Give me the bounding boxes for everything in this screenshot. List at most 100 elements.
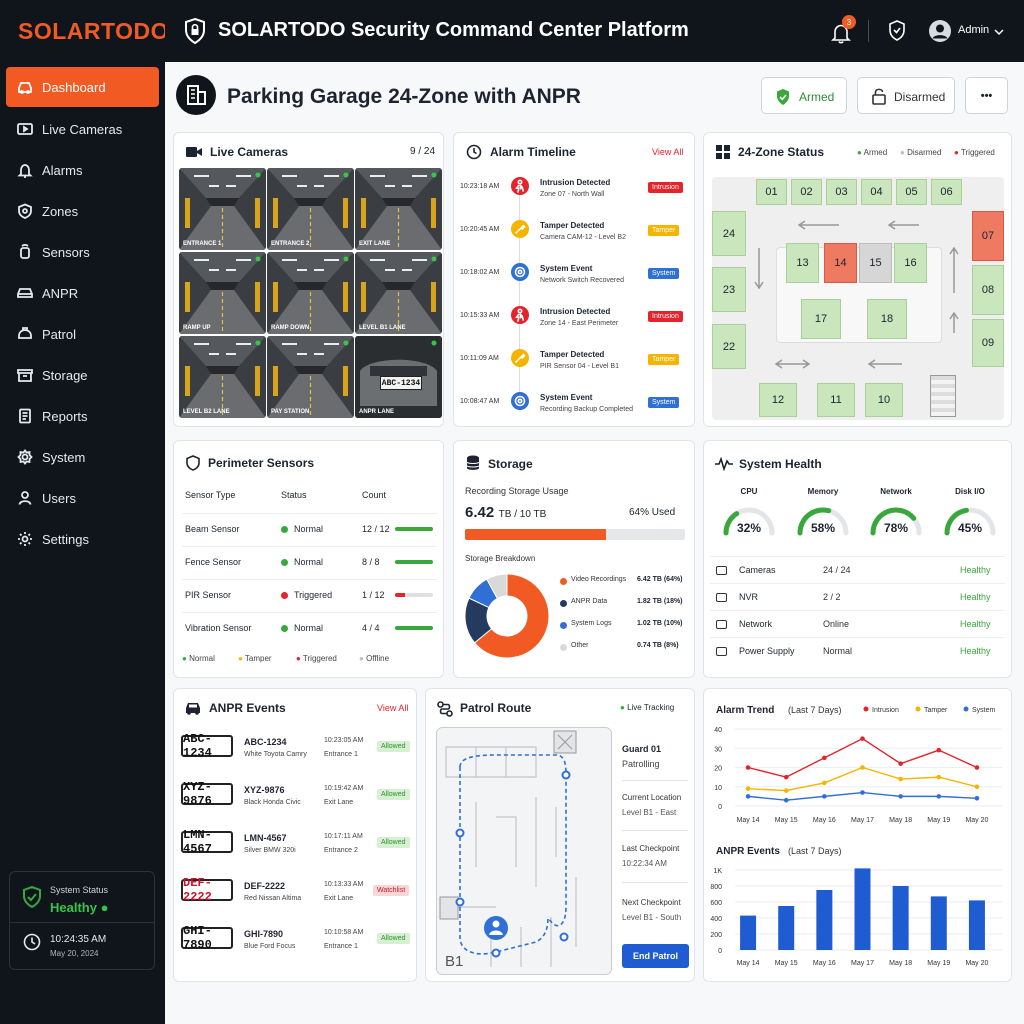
sensor-row[interactable]: PIR Sensor Triggered 1 / 12 (182, 579, 437, 609)
sidebar-item-dashboard[interactable]: Dashboard (6, 67, 159, 107)
camera-feed[interactable]: RAMP DOWN (267, 252, 354, 334)
anpr-event-row[interactable]: LMN-4567 LMN-4567 Silver BMW 320i 10:17:11 … (174, 825, 418, 871)
sensor-type: PIR Sensor (185, 590, 232, 600)
sidebar-item-alarms[interactable]: Alarms (6, 150, 159, 190)
camera-feed[interactable]: EXIT LANE (355, 168, 442, 250)
camera-label: PAY STATION (271, 409, 310, 415)
license-plate: LMN-4567 (181, 828, 233, 856)
sidebar-item-system[interactable]: System (6, 437, 159, 477)
zone-cell[interactable]: 03 (826, 179, 857, 205)
sidebar-item-live-cameras[interactable]: Live Cameras (6, 109, 159, 149)
sidebar-item-reports[interactable]: Reports (6, 396, 159, 436)
series-line (747, 737, 978, 778)
zone-cell[interactable]: 18 (867, 299, 907, 339)
zone-cell[interactable]: 06 (931, 179, 962, 205)
zone-cell[interactable]: 12 (759, 383, 797, 417)
disarmed-button[interactable]: Disarmed (857, 77, 955, 114)
sidebar-item-patrol[interactable]: Patrol (6, 314, 159, 354)
health-row[interactable]: Network Online Healthy (710, 610, 1005, 636)
view-all-alarms-link[interactable]: View All (652, 147, 684, 157)
zone-cell[interactable]: 14 (824, 243, 857, 283)
license-plate: GHI-7890 (181, 924, 233, 952)
status-dot (281, 625, 288, 632)
view-all-anpr-link[interactable]: View All (377, 703, 409, 713)
more-options-button[interactable]: ••• (965, 77, 1008, 114)
sidebar-item-users[interactable]: Users (6, 478, 159, 518)
sensor-row[interactable]: Beam Sensor Normal 12 / 12 (182, 513, 437, 543)
sensor-count: 12 / 12 (362, 524, 390, 534)
camera-feed[interactable]: ENTRANCE 1 (179, 168, 266, 250)
alarm-timeline-title: Alarm Timeline (490, 145, 576, 159)
notification-button[interactable]: 3 (829, 15, 856, 44)
legend-dot: ● (296, 654, 303, 663)
anpr-event-row[interactable]: GHI-7890 GHI-7890 Blue Ford Focus 10:10:58 … (174, 921, 418, 967)
gauge-value: 45% (957, 521, 983, 535)
zone-cell[interactable]: 23 (712, 267, 746, 312)
user-menu[interactable]: Admin (928, 18, 1018, 44)
sidebar-item-settings[interactable]: Settings (6, 519, 159, 559)
sidebar-item-anpr[interactable]: ANPR (6, 273, 159, 313)
zone-cell[interactable]: 22 (712, 324, 746, 369)
anpr-event-row[interactable]: XYZ-9876 XYZ-9876 Black Honda Civic 10:19:4… (174, 777, 418, 823)
timeline-item[interactable]: 10:18:02 AM System Event Network Switch Re… (454, 259, 694, 299)
y-tick-label: 40 (714, 727, 722, 734)
zone-cell[interactable]: 04 (861, 179, 892, 205)
camera-feed[interactable]: PAY STATION (267, 336, 354, 418)
y-tick-label: 0 (718, 948, 722, 955)
data-point (898, 776, 903, 782)
top-bar: SOLARTODO Security Command Center Platfo… (165, 0, 1024, 62)
camera-feed[interactable]: ENTRANCE 2 (267, 168, 354, 250)
sensor-row[interactable]: Vibration Sensor Normal 4 / 4 (182, 612, 437, 642)
anpr-event-row[interactable]: ABC-1234 ABC-1234 White Toyota Camry 10:23:… (174, 729, 418, 775)
armed-button[interactable]: Armed (761, 77, 847, 114)
timeline-event-title: Tamper Detected (540, 221, 605, 230)
zone-cell[interactable]: 24 (712, 211, 746, 256)
zone-cell[interactable]: 10 (865, 383, 903, 417)
end-patrol-button[interactable]: End Patrol (622, 944, 689, 968)
x-tick-label: May 17 (851, 817, 874, 824)
legend-dot: ● (900, 148, 908, 157)
zone-cell[interactable]: 11 (817, 383, 855, 417)
zone-legend-item: ● Armed (857, 148, 888, 157)
data-point (745, 786, 751, 791)
timeline-time: 10:23:18 AM (460, 183, 500, 190)
zone-cell[interactable]: 02 (791, 179, 822, 205)
zone-cell[interactable]: 07 (972, 211, 1004, 261)
timeline-item[interactable]: 10:08:47 AM System Event Recording Backup … (454, 388, 694, 428)
sensor-row[interactable]: Fence Sensor Normal 8 / 8 (182, 546, 437, 576)
anpr-status-tag: Allowed (377, 741, 410, 752)
health-row[interactable]: NVR 2 / 2 Healthy (710, 583, 1005, 609)
bar (740, 915, 757, 950)
health-row[interactable]: Power Supply Normal Healthy (710, 637, 1005, 663)
camera-feed[interactable]: RAMP UP (179, 252, 266, 334)
timeline-item[interactable]: 10:23:18 AM Intrusion Detected Zone 07 - N… (454, 173, 694, 213)
health-status: Healthy (960, 646, 991, 656)
health-row[interactable]: Cameras 24 / 24 Healthy (710, 556, 1005, 582)
legend-dot: ● (182, 654, 190, 663)
zone-cell[interactable]: 13 (786, 243, 819, 283)
legend-dot (560, 600, 567, 607)
legend-label: System (972, 707, 996, 714)
camera-feed[interactable]: ANPR LANE ABC-1234 (355, 336, 442, 418)
zone-cell[interactable]: 15 (859, 243, 892, 283)
sidebar-item-zones[interactable]: Zones (6, 191, 159, 231)
zone-cell[interactable]: 16 (894, 243, 927, 283)
zone-cell[interactable]: 17 (801, 299, 841, 339)
timeline-item[interactable]: 10:11:09 AM Tamper Detected PIR Sensor 04 … (454, 345, 694, 385)
user-name: Admin (958, 24, 990, 36)
shield-check-icon[interactable] (887, 19, 907, 43)
sidebar-item-storage[interactable]: Storage (6, 355, 159, 395)
anpr-event-row[interactable]: DEF-2222 DEF-2222 Red Nissan Altima 10:13:3… (174, 873, 418, 919)
sensor-bar-fill (395, 560, 433, 564)
zone-cell[interactable]: 09 (972, 319, 1004, 367)
timeline-item[interactable]: 10:15:33 AM Intrusion Detected Zone 14 - E… (454, 302, 694, 342)
zone-cell[interactable]: 01 (756, 179, 787, 205)
zone-cell[interactable]: 08 (972, 265, 1004, 315)
camera-feed[interactable]: LEVEL B1 LANE (355, 252, 442, 334)
data-point (974, 784, 980, 790)
system-status-value: Healthy ● (50, 900, 109, 915)
camera-feed[interactable]: LEVEL B2 LANE (179, 336, 266, 418)
zone-cell[interactable]: 05 (896, 179, 927, 205)
timeline-item[interactable]: 10:20:45 AM Tamper Detected Camera CAM-12 … (454, 216, 694, 256)
sidebar-item-sensors[interactable]: Sensors (6, 232, 159, 272)
